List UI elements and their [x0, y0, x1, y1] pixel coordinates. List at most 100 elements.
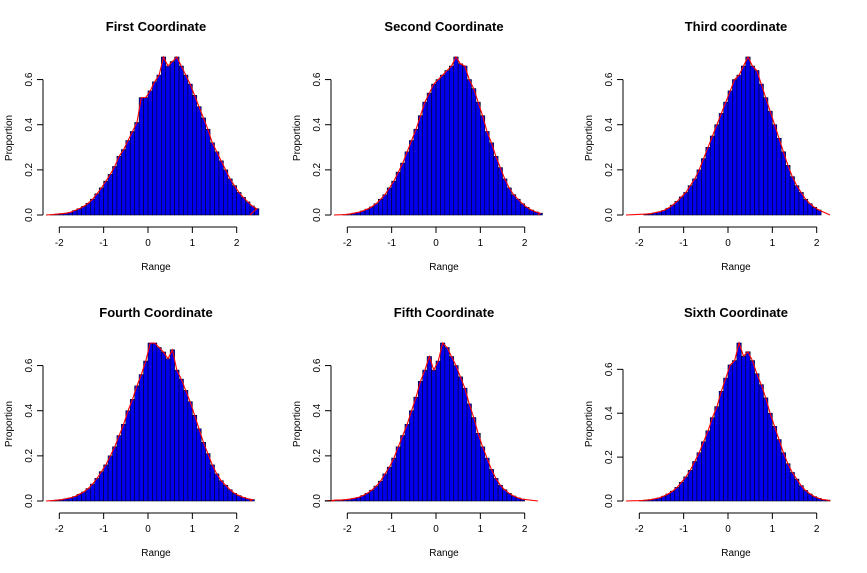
chart-title: Sixth Coordinate	[684, 305, 788, 320]
x-tick-label: 2	[234, 524, 240, 535]
y-tick-label: 0.2	[24, 448, 35, 462]
x-tick-label: 2	[522, 238, 528, 249]
histogram-bar	[187, 83, 193, 216]
histogram-bar	[94, 193, 100, 216]
histogram-bar	[382, 194, 388, 216]
histogram-bar	[502, 178, 508, 216]
histogram-bar	[138, 374, 144, 502]
histogram-bar	[404, 423, 410, 502]
histogram-bar	[763, 97, 769, 216]
histogram-bar	[386, 466, 392, 502]
histogram-bar	[674, 201, 680, 216]
histogram-bar	[98, 187, 104, 216]
histogram-bar	[736, 74, 742, 216]
histogram-bar	[475, 101, 481, 216]
histogram-bar	[138, 97, 144, 216]
histogram-bar	[214, 151, 220, 216]
x-tick-label: -2	[55, 524, 64, 535]
histogram-bar	[789, 472, 795, 502]
histogram-bar	[687, 185, 693, 216]
y-tick-label: 0.0	[604, 208, 615, 222]
y-tick-label: 0.6	[604, 72, 615, 86]
y-tick-label: 0.2	[24, 162, 35, 176]
histogram-bar	[448, 65, 455, 216]
histogram-bar	[395, 171, 401, 216]
histogram-bar	[165, 358, 171, 502]
histogram-bar	[125, 140, 131, 216]
histogram-bar	[107, 455, 113, 502]
histogram-bar	[754, 373, 760, 502]
histogram-bar	[798, 192, 804, 216]
density-curve	[625, 55, 831, 216]
histogram-bar	[789, 176, 795, 216]
y-tick-label: 0.6	[24, 72, 35, 86]
histogram-bar	[462, 65, 468, 216]
y-tick-label: 0.2	[604, 162, 615, 176]
histogram-bar	[103, 464, 109, 502]
histogram-bar	[404, 151, 410, 216]
y-tick-label: 0.0	[312, 494, 323, 508]
histogram-bar	[714, 406, 720, 502]
x-axis-label: Range	[721, 262, 751, 273]
histogram-bar	[493, 156, 499, 216]
histogram-bar	[772, 124, 778, 216]
histogram-bar	[152, 81, 158, 216]
histogram-bar	[422, 369, 428, 502]
histogram-bar	[440, 342, 446, 502]
histogram-bar	[678, 482, 684, 502]
histogram-bar	[116, 435, 122, 502]
y-tick-label: 0.6	[312, 358, 323, 372]
histogram-bar	[776, 439, 782, 502]
histogram-bar	[687, 469, 693, 502]
histogram-bar	[378, 198, 384, 216]
histogram-bar	[780, 151, 786, 216]
histogram-bar	[200, 442, 206, 502]
histogram-bar	[709, 135, 715, 216]
histogram-bar	[749, 65, 755, 216]
histogram-bar	[121, 423, 127, 502]
x-tick-label: -2	[635, 524, 644, 535]
y-tick-label: 0.2	[604, 450, 615, 464]
y-tick-label: 0.4	[24, 403, 35, 417]
histogram-bar	[134, 385, 140, 502]
x-tick-label: 0	[433, 524, 439, 535]
x-tick-label: -1	[679, 238, 688, 249]
histogram-bar	[740, 65, 747, 216]
histogram-bar	[395, 446, 401, 502]
histogram-bar	[785, 463, 791, 502]
histogram-bar	[205, 453, 211, 502]
histogram-bar	[413, 396, 419, 502]
x-tick-label: 1	[478, 238, 484, 249]
y-tick-label: 0.6	[24, 358, 35, 372]
histogram-bar	[515, 198, 521, 216]
x-tick-label: 2	[814, 524, 820, 535]
histogram-bar	[493, 478, 499, 502]
histogram-bar	[147, 342, 153, 502]
y-axis-label: Proportion	[584, 401, 595, 447]
histogram-bar	[709, 417, 715, 502]
chart-panel-5: Fifth Coordinate 0.0 0.2 0.4 0.6 -2 -1 0 1 2 Range…	[292, 305, 539, 559]
chart-title: Fourth Coordinate	[99, 305, 212, 320]
histogram-bar	[440, 74, 446, 216]
histogram-bar	[776, 137, 782, 216]
histogram-bar	[200, 117, 206, 216]
histogram-bar	[457, 63, 463, 216]
histogram-bar	[413, 128, 419, 216]
histogram-bar	[169, 61, 175, 216]
histogram-bar	[475, 432, 481, 502]
chart-title: Third coordinate	[685, 19, 788, 34]
x-axis-label: Range	[429, 548, 459, 559]
y-tick-label: 0.0	[604, 494, 615, 508]
x-axis-label: Range	[429, 262, 459, 273]
histogram-bar	[209, 464, 215, 502]
histogram-bar	[409, 140, 415, 216]
chart-panel-3: Third coordinate 0.0 0.2 0.4 0.6 -2 -1 0 1 2 Range…	[584, 19, 831, 273]
y-tick-label: 0.4	[312, 403, 323, 417]
histogram-bar	[758, 83, 764, 216]
histogram-bar	[794, 185, 800, 216]
histogram-bar	[205, 128, 211, 216]
x-tick-label: 2	[234, 238, 240, 249]
density-curve	[333, 55, 542, 216]
histogram-bar	[763, 397, 769, 502]
histogram-bar	[732, 79, 738, 216]
